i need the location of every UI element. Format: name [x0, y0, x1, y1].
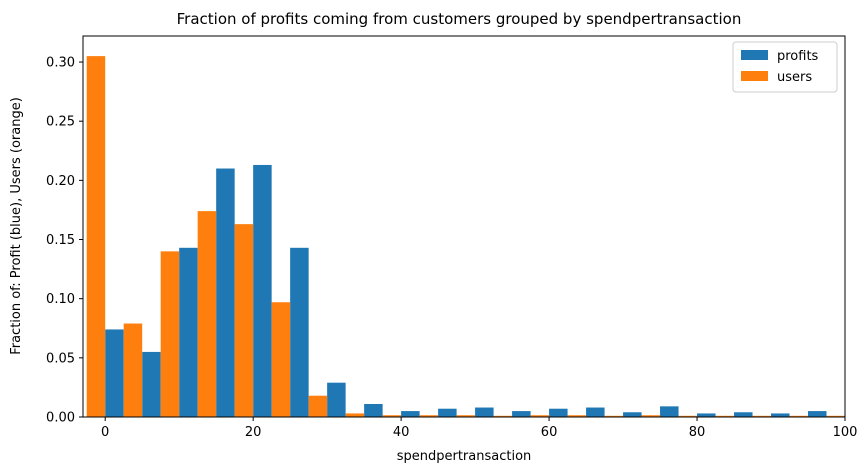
bar-users-17 [715, 415, 735, 417]
legend-label-users: users [777, 70, 812, 85]
bar-profits-16 [697, 413, 716, 417]
y-tick-label-1: 0.05 [46, 351, 75, 366]
bar-profits-14 [623, 412, 642, 417]
bar-profits-7 [364, 403, 383, 417]
bar-users-14 [604, 415, 624, 417]
bar-users-15 [641, 415, 661, 417]
y-tick-label-5: 0.25 [46, 115, 75, 130]
x-tick-label-5: 100 [833, 425, 858, 440]
bar-profits-13 [586, 407, 605, 417]
bar-profits-0 [105, 329, 124, 417]
bar-profits-17 [734, 412, 753, 417]
bar-users-2 [160, 251, 180, 417]
bar-profits-3 [216, 168, 235, 417]
chart-title: Fraction of profits coming from customer… [177, 10, 742, 28]
y-tick-label-4: 0.20 [46, 174, 75, 189]
bar-profits-10 [475, 407, 494, 417]
bar-users-6 [308, 395, 328, 417]
bar-users-18 [752, 415, 772, 417]
bar-users-5 [271, 302, 291, 417]
bar-users-13 [567, 415, 587, 417]
bar-users-8 [382, 415, 402, 417]
legend: profits users [732, 41, 838, 93]
x-tick-label-3: 60 [541, 425, 558, 440]
bar-profits-20 [845, 415, 863, 417]
bar-users-20 [826, 415, 845, 417]
plot-frame [82, 35, 846, 418]
bar-profits-19 [808, 411, 827, 417]
bar-profits-12 [549, 408, 568, 417]
bar-users-16 [678, 415, 698, 417]
y-axis-label: Fraction of: Profit (blue), Users (orang… [9, 97, 24, 355]
y-tick-label-6: 0.30 [46, 56, 75, 71]
bar-users-3 [197, 211, 217, 417]
bars-layer [86, 56, 863, 417]
x-tick-label-0: 0 [101, 425, 109, 440]
bar-users-4 [234, 224, 254, 417]
y-tick-label-0: 0.00 [46, 411, 75, 426]
bar-users-12 [530, 415, 550, 417]
legend-swatch-users [741, 71, 768, 81]
x-tick-label-2: 40 [393, 425, 410, 440]
bar-profits-15 [660, 406, 679, 417]
bar-users-0 [86, 56, 106, 417]
bar-users-1 [123, 323, 143, 417]
x-tick-label-4: 80 [689, 425, 706, 440]
bar-users-19 [789, 415, 809, 417]
x-tick-label-1: 20 [245, 425, 262, 440]
x-axis-label: spendpertransaction [397, 449, 532, 464]
bar-profits-2 [179, 247, 198, 417]
legend-swatch-profits [741, 50, 768, 60]
bar-profits-18 [771, 413, 790, 417]
bar-profits-9 [438, 408, 457, 417]
bar-users-7 [345, 413, 365, 417]
bar-profits-1 [142, 351, 161, 417]
bar-profits-6 [327, 382, 346, 417]
bar-profits-5 [290, 247, 309, 417]
y-tick-label-2: 0.10 [46, 292, 75, 307]
bar-users-9 [419, 415, 439, 417]
bar-profits-8 [401, 411, 420, 417]
y-tick-label-3: 0.15 [46, 233, 75, 248]
bar-profits-11 [512, 411, 531, 417]
bar-profits-4 [253, 164, 272, 417]
legend-label-profits: profits [777, 49, 819, 64]
y-axis: 0.00 0.05 0.10 0.15 0.20 0.25 0.30 [46, 56, 83, 426]
x-axis: 0 20 40 60 80 100 [101, 417, 857, 440]
bar-users-10 [456, 415, 476, 417]
bar-users-11 [493, 415, 513, 417]
